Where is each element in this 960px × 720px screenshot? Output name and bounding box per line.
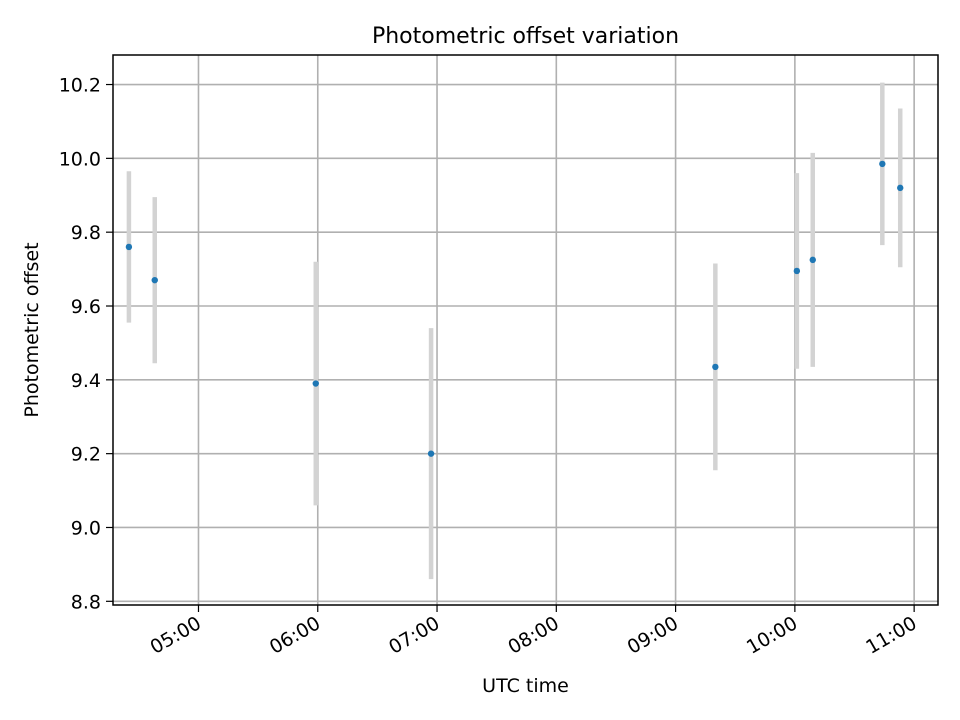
y-tick-label: 9.8: [71, 222, 101, 244]
y-tick-label: 9.4: [71, 370, 101, 392]
x-tick-label: 07:00: [385, 612, 443, 658]
y-tick-label: 9.2: [71, 444, 101, 466]
x-tick-label: 08:00: [504, 612, 562, 658]
data-point: [793, 267, 801, 275]
x-tick-label: 09:00: [624, 612, 682, 658]
plot-area-frame: [112, 54, 939, 606]
y-axis-label: Photometric offset: [21, 242, 43, 417]
chart-title: Photometric offset variation: [372, 24, 679, 49]
data-point: [809, 256, 816, 264]
data-point: [427, 450, 435, 457]
error-bars: [126, 82, 903, 580]
y-axis-ticks: 8.8 9.0 9.2 9.4 9.6 9.8 10.0 10.2: [59, 75, 113, 613]
data-point: [312, 380, 319, 387]
x-axis-ticks: 05:00 06:00 07:00 08:00 09:00 10:00 11:00: [147, 605, 921, 659]
y-tick-label: 10.0: [59, 148, 101, 170]
data-points: [125, 160, 904, 457]
y-tick-label: 8.8: [71, 591, 101, 613]
data-point: [897, 184, 904, 192]
x-tick-label: 11:00: [862, 612, 920, 658]
data-point: [879, 160, 886, 168]
data-point: [712, 363, 719, 371]
x-tick-label: 06:00: [266, 612, 324, 658]
x-tick-label: 05:00: [147, 612, 205, 658]
x-tick-label: 10:00: [743, 612, 801, 658]
y-tick-label: 9.0: [71, 517, 101, 539]
data-point: [151, 276, 158, 284]
x-axis-label: UTC time: [482, 675, 569, 697]
data-point: [125, 243, 133, 251]
y-tick-label: 9.6: [71, 296, 101, 318]
y-tick-label: 10.2: [59, 75, 101, 97]
